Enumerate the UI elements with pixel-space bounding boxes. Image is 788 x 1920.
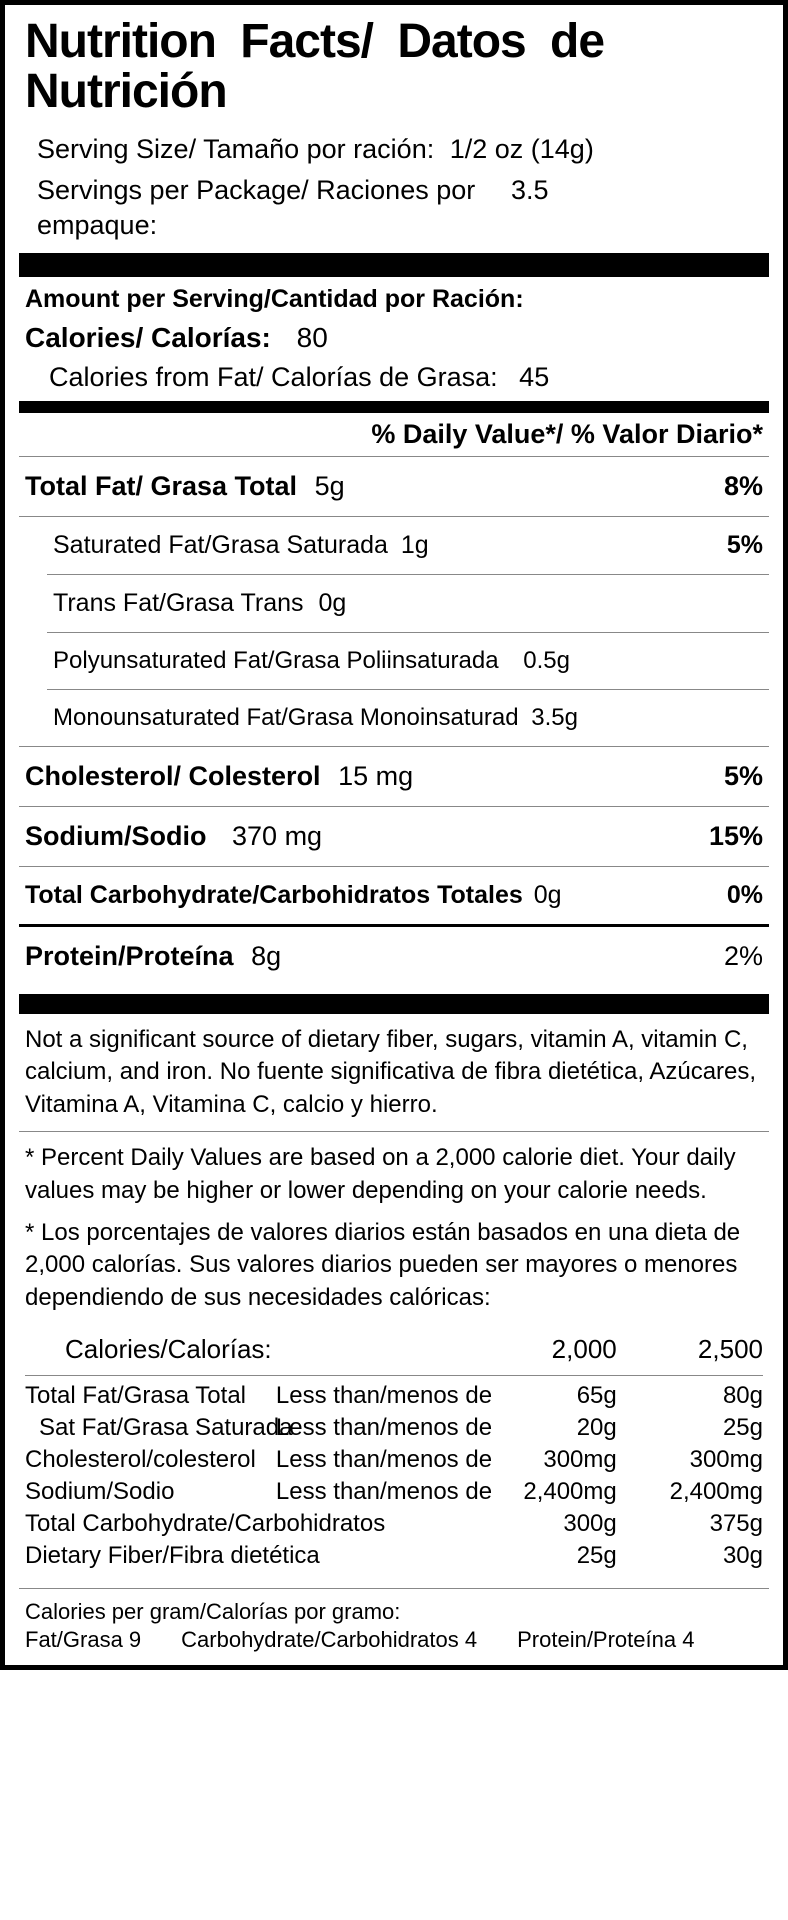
calories-from-fat-row: Calories from Fat/ Calorías de Grasa: 45: [49, 362, 763, 393]
row-protein: Protein/Proteína 8g 2%: [25, 927, 763, 986]
chol-amount: 15 mg: [338, 761, 413, 791]
ref-row: Sat Fat/Grasa SaturadaLess than/menos de…: [25, 1412, 763, 1444]
ref-2000-val: 20g: [483, 1412, 623, 1444]
pdv-note-en: * Percent Daily Values are based on a 2,…: [25, 1142, 763, 1207]
panel-title: Nutrition Facts/ Datos de Nutrición: [25, 17, 763, 118]
cpg-header: Calories per gram/Calorías por gramo:: [25, 1599, 763, 1625]
ref-2500: 2,500: [623, 1324, 763, 1371]
serving-size-label: Serving Size/ Tamaño por ración:: [37, 132, 434, 167]
carb-pct: 0%: [727, 881, 763, 910]
total-fat-amount: 5g: [315, 471, 345, 501]
not-significant-note: Not a significant source of dietary fibe…: [25, 1024, 763, 1121]
carb-amount: 0g: [534, 881, 562, 909]
polyfat-amount: 0.5g: [523, 647, 570, 674]
row-total-carb: Total Carbohydrate/Carbohidratos Totales…: [25, 867, 763, 924]
calories-row: Calories/ Calorías: 80: [25, 322, 763, 354]
satfat-amount: 1g: [401, 531, 429, 559]
ref-name: Total Fat/Grasa Total: [25, 1380, 276, 1412]
ref-2000-val: 300mg: [483, 1444, 623, 1476]
nutrition-facts-panel: Nutrition Facts/ Datos de Nutrición Serv…: [0, 0, 788, 1670]
calories-per-gram: Calories per gram/Calorías por gramo: Fa…: [25, 1599, 763, 1653]
transfat-label: Trans Fat/Grasa Trans: [53, 589, 304, 617]
protein-amount: 8g: [251, 941, 281, 971]
satfat-label: Saturated Fat/Grasa Saturada: [53, 531, 388, 559]
row-sodium: Sodium/Sodio 370 mg 15%: [25, 807, 763, 866]
ref-2500-val: 375g: [623, 1508, 763, 1540]
protein-label: Protein/Proteína: [25, 941, 234, 971]
ref-name: Total Carbohydrate/Carbohidratos: [25, 1508, 276, 1540]
daily-value-header: % Daily Value*/ % Valor Diario*: [25, 419, 763, 450]
ref-2000-val: 2,400mg: [483, 1476, 623, 1508]
cpg-protein: Protein/Proteína 4: [517, 1627, 694, 1653]
row-total-fat: Total Fat/ Grasa Total 5g 8%: [25, 457, 763, 516]
row-poly-fat: Polyunsaturated Fat/Grasa Poliinsaturada…: [25, 633, 763, 689]
polyfat-label: Polyunsaturated Fat/Grasa Poliinsaturada: [53, 647, 499, 674]
serving-size-row: Serving Size/ Tamaño por ración: 1/2 oz …: [37, 132, 763, 167]
ref-row: Cholesterol/colesterolLess than/menos de…: [25, 1444, 763, 1476]
ref-2000: 2,000: [483, 1324, 623, 1371]
monofat-label: Monounsaturated Fat/Grasa Monoinsaturad: [53, 704, 519, 731]
ref-name: Sat Fat/Grasa Saturada: [25, 1412, 276, 1444]
ref-name: Dietary Fiber/Fibra dietética: [25, 1540, 276, 1572]
total-fat-label: Total Fat/ Grasa Total: [25, 471, 297, 501]
ref-row: Total Fat/Grasa TotalLess than/menos de6…: [25, 1380, 763, 1412]
ref-2500-val: 30g: [623, 1540, 763, 1572]
monofat-amount: 3.5g: [531, 704, 578, 731]
chol-pct: 5%: [724, 761, 763, 792]
reference-table: Calories/Calorías: 2,000 2,500 Total Fat…: [25, 1324, 763, 1572]
ref-name: Sodium/Sodio: [25, 1476, 276, 1508]
serving-size-value: 1/2 oz (14g): [450, 134, 594, 164]
servings-per-label: Servings per Package/ Raciones por empaq…: [37, 173, 497, 243]
chol-label: Cholesterol/ Colesterol: [25, 761, 321, 791]
row-trans-fat: Trans Fat/Grasa Trans 0g: [25, 575, 763, 632]
divider-black: [19, 994, 769, 1014]
pdv-note-es: * Los porcentajes de valores diarios est…: [25, 1217, 763, 1314]
calories-value: 80: [297, 322, 328, 353]
calfat-label: Calories from Fat/ Calorías de Grasa:: [49, 362, 498, 392]
ref-2000-val: 25g: [483, 1540, 623, 1572]
servings-per-row: Servings per Package/ Raciones por empaq…: [37, 173, 763, 243]
sodium-pct: 15%: [709, 821, 763, 852]
protein-pct: 2%: [724, 941, 763, 972]
row-cholesterol: Cholesterol/ Colesterol 15 mg 5%: [25, 747, 763, 806]
servings-per-value: 3.5: [511, 173, 549, 243]
carb-label: Total Carbohydrate/Carbohidratos Totales: [25, 881, 523, 909]
amount-per-serving-header: Amount per Serving/Cantidad por Ración:: [25, 285, 763, 314]
ref-cond: Less than/menos de: [276, 1476, 483, 1508]
ref-row: Dietary Fiber/Fibra dietética 25g30g: [25, 1540, 763, 1572]
ref-2500-val: 80g: [623, 1380, 763, 1412]
ref-cal-label: Calories/Calorías:: [25, 1324, 276, 1371]
cpg-carb: Carbohydrate/Carbohidratos 4: [181, 1627, 477, 1653]
ref-name: Cholesterol/colesterol: [25, 1444, 276, 1476]
ref-row: Sodium/SodioLess than/menos de2,400mg2,4…: [25, 1476, 763, 1508]
divider-hairline: [19, 1131, 769, 1132]
ref-row: Total Carbohydrate/Carbohidratos 300g375g: [25, 1508, 763, 1540]
sodium-label: Sodium/Sodio: [25, 821, 207, 851]
ref-header-row: Calories/Calorías: 2,000 2,500: [25, 1324, 763, 1371]
ref-cond: Less than/menos de: [276, 1444, 483, 1476]
sodium-amount: 370 mg: [232, 821, 322, 851]
satfat-pct: 5%: [727, 531, 763, 560]
row-saturated-fat: Saturated Fat/Grasa Saturada 1g 5%: [25, 517, 763, 574]
transfat-amount: 0g: [319, 589, 347, 617]
cpg-fat: Fat/Grasa 9: [25, 1627, 141, 1653]
calfat-value: 45: [519, 362, 549, 392]
ref-2500-val: 25g: [623, 1412, 763, 1444]
divider-thick: [19, 253, 769, 277]
divider-hairline: [19, 1588, 769, 1589]
ref-2000-val: 65g: [483, 1380, 623, 1412]
ref-2000-val: 300g: [483, 1508, 623, 1540]
ref-2500-val: 2,400mg: [623, 1476, 763, 1508]
divider-mid: [19, 401, 769, 413]
calories-label: Calories/ Calorías:: [25, 322, 271, 353]
ref-cond: Less than/menos de: [276, 1412, 483, 1444]
row-mono-fat: Monounsaturated Fat/Grasa Monoinsaturad …: [25, 690, 763, 746]
ref-cond: Less than/menos de: [276, 1380, 483, 1412]
total-fat-pct: 8%: [724, 471, 763, 502]
ref-2500-val: 300mg: [623, 1444, 763, 1476]
